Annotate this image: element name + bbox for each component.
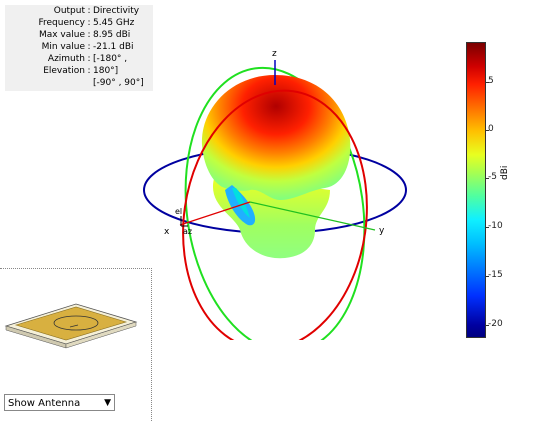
colorbar-tick: 0 bbox=[488, 124, 494, 134]
main-lobe bbox=[201, 75, 351, 200]
elevation-label: el bbox=[175, 207, 182, 216]
z-axis-label: z bbox=[272, 49, 277, 59]
azimuth-label: az bbox=[183, 227, 192, 236]
colorbar-unit: dBi bbox=[500, 165, 510, 180]
cyan-dip bbox=[232, 188, 250, 218]
patch-antenna-icon bbox=[4, 303, 138, 349]
show-antenna-dropdown[interactable]: Show Antenna ▼ bbox=[4, 394, 115, 411]
info-row-elevation: Elevation:180°] bbox=[43, 66, 119, 76]
info-row-frequency: Frequency:5.45 GHz bbox=[38, 18, 135, 28]
y-axis bbox=[249, 201, 376, 231]
elevation-ring-red bbox=[182, 89, 368, 340]
info-row-azimuth: Azimuth: [-180° , bbox=[47, 54, 128, 64]
x-axis bbox=[179, 201, 251, 226]
antenna-preview-panel bbox=[0, 268, 152, 421]
y-axis-label: y bbox=[379, 226, 385, 236]
colorbar-tick: -15 bbox=[488, 270, 503, 280]
colorbar-tick: -20 bbox=[488, 319, 503, 329]
x-axis-label: x bbox=[164, 227, 170, 237]
colorbar bbox=[466, 42, 486, 338]
colorbar-tickmark bbox=[485, 227, 489, 228]
colorbar-tickmark bbox=[485, 130, 489, 131]
info-row-output: Output: Directivity bbox=[53, 6, 140, 16]
colorbar-tick: 5 bbox=[488, 76, 494, 86]
info-panel: Output: Directivity Frequency:5.45 GHz Ma… bbox=[5, 5, 153, 91]
info-row-max: Max value:8.95 dBi bbox=[38, 30, 131, 40]
colorbar-tickmark bbox=[485, 325, 489, 326]
radiation-pattern-3d[interactable]: z x y el az bbox=[120, 40, 440, 340]
colorbar-tickmark bbox=[485, 82, 489, 83]
colorbar-tick: -10 bbox=[488, 221, 503, 231]
info-row-min: Min value: -21.1 dBi bbox=[41, 42, 134, 52]
chevron-down-icon: ▼ bbox=[104, 398, 111, 408]
colorbar-tickmark bbox=[485, 178, 489, 179]
colorbar-tick: -5 bbox=[488, 172, 497, 182]
colorbar-tickmark bbox=[485, 276, 489, 277]
info-row-elevation-range: [-90° , 90°] bbox=[93, 78, 144, 88]
show-antenna-label: Show Antenna bbox=[8, 398, 81, 409]
